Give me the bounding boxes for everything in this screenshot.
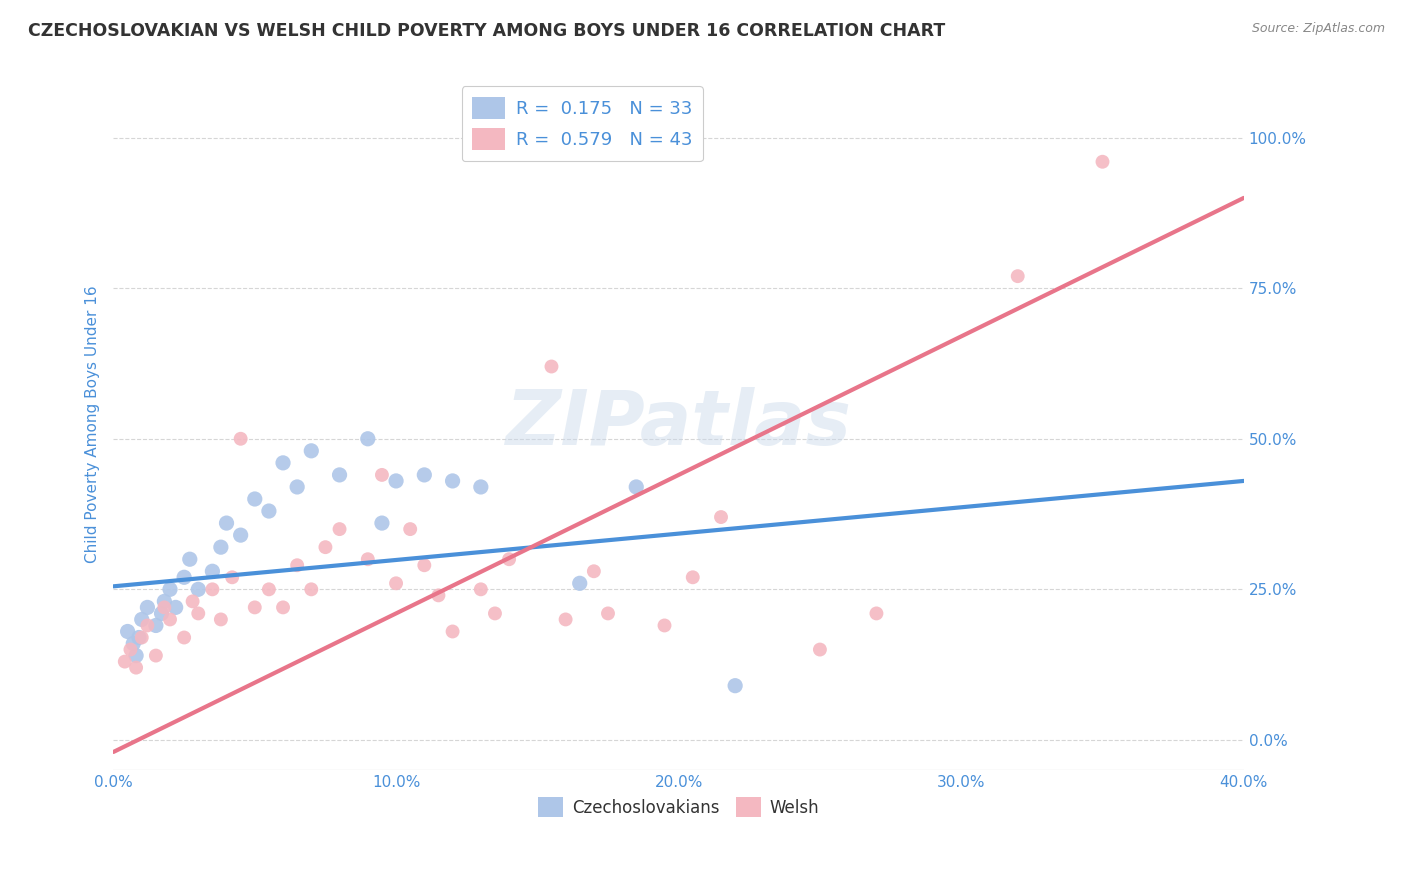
- Point: [865, 607, 887, 621]
- Point: [243, 600, 266, 615]
- Legend: Czechoslovakians, Welsh: Czechoslovakians, Welsh: [531, 790, 825, 824]
- Point: [1007, 269, 1029, 284]
- Point: [117, 624, 139, 639]
- Point: [441, 624, 464, 639]
- Point: [808, 642, 831, 657]
- Point: [357, 552, 380, 566]
- Point: [329, 522, 352, 536]
- Text: ZIPatlas: ZIPatlas: [506, 387, 852, 461]
- Point: [122, 636, 145, 650]
- Point: [136, 600, 159, 615]
- Point: [125, 660, 148, 674]
- Point: [187, 607, 209, 621]
- Point: [710, 510, 733, 524]
- Point: [299, 443, 322, 458]
- Point: [128, 631, 150, 645]
- Point: [582, 564, 605, 578]
- Point: [229, 432, 252, 446]
- Point: [243, 491, 266, 506]
- Point: [209, 612, 232, 626]
- Point: [385, 474, 408, 488]
- Point: [145, 648, 167, 663]
- Point: [153, 600, 176, 615]
- Point: [221, 570, 243, 584]
- Point: [120, 642, 142, 657]
- Point: [179, 552, 201, 566]
- Point: [201, 564, 224, 578]
- Point: [181, 594, 204, 608]
- Point: [165, 600, 187, 615]
- Point: [125, 648, 148, 663]
- Point: [271, 456, 294, 470]
- Point: [173, 570, 195, 584]
- Point: [626, 480, 648, 494]
- Point: [150, 607, 173, 621]
- Text: CZECHOSLOVAKIAN VS WELSH CHILD POVERTY AMONG BOYS UNDER 16 CORRELATION CHART: CZECHOSLOVAKIAN VS WELSH CHILD POVERTY A…: [28, 22, 945, 40]
- Point: [470, 480, 492, 494]
- Point: [596, 607, 619, 621]
- Point: [554, 612, 576, 626]
- Point: [385, 576, 408, 591]
- Point: [413, 467, 436, 482]
- Point: [427, 588, 450, 602]
- Point: [271, 600, 294, 615]
- Point: [371, 467, 394, 482]
- Point: [187, 582, 209, 597]
- Point: [136, 618, 159, 632]
- Point: [329, 467, 352, 482]
- Point: [285, 558, 308, 573]
- Point: [299, 582, 322, 597]
- Text: Source: ZipAtlas.com: Source: ZipAtlas.com: [1251, 22, 1385, 36]
- Point: [145, 618, 167, 632]
- Y-axis label: Child Poverty Among Boys Under 16: Child Poverty Among Boys Under 16: [86, 285, 100, 563]
- Point: [131, 612, 153, 626]
- Point: [153, 594, 176, 608]
- Point: [399, 522, 422, 536]
- Point: [114, 655, 136, 669]
- Point: [724, 679, 747, 693]
- Point: [654, 618, 676, 632]
- Point: [540, 359, 562, 374]
- Point: [413, 558, 436, 573]
- Point: [209, 540, 232, 554]
- Point: [131, 631, 153, 645]
- Point: [470, 582, 492, 597]
- Point: [498, 552, 520, 566]
- Point: [257, 582, 280, 597]
- Point: [257, 504, 280, 518]
- Point: [173, 631, 195, 645]
- Point: [215, 516, 238, 530]
- Point: [371, 516, 394, 530]
- Point: [441, 474, 464, 488]
- Point: [159, 612, 181, 626]
- Point: [201, 582, 224, 597]
- Point: [1091, 154, 1114, 169]
- Point: [568, 576, 591, 591]
- Point: [357, 432, 380, 446]
- Point: [285, 480, 308, 494]
- Point: [484, 607, 506, 621]
- Point: [229, 528, 252, 542]
- Point: [159, 582, 181, 597]
- Point: [682, 570, 704, 584]
- Point: [314, 540, 336, 554]
